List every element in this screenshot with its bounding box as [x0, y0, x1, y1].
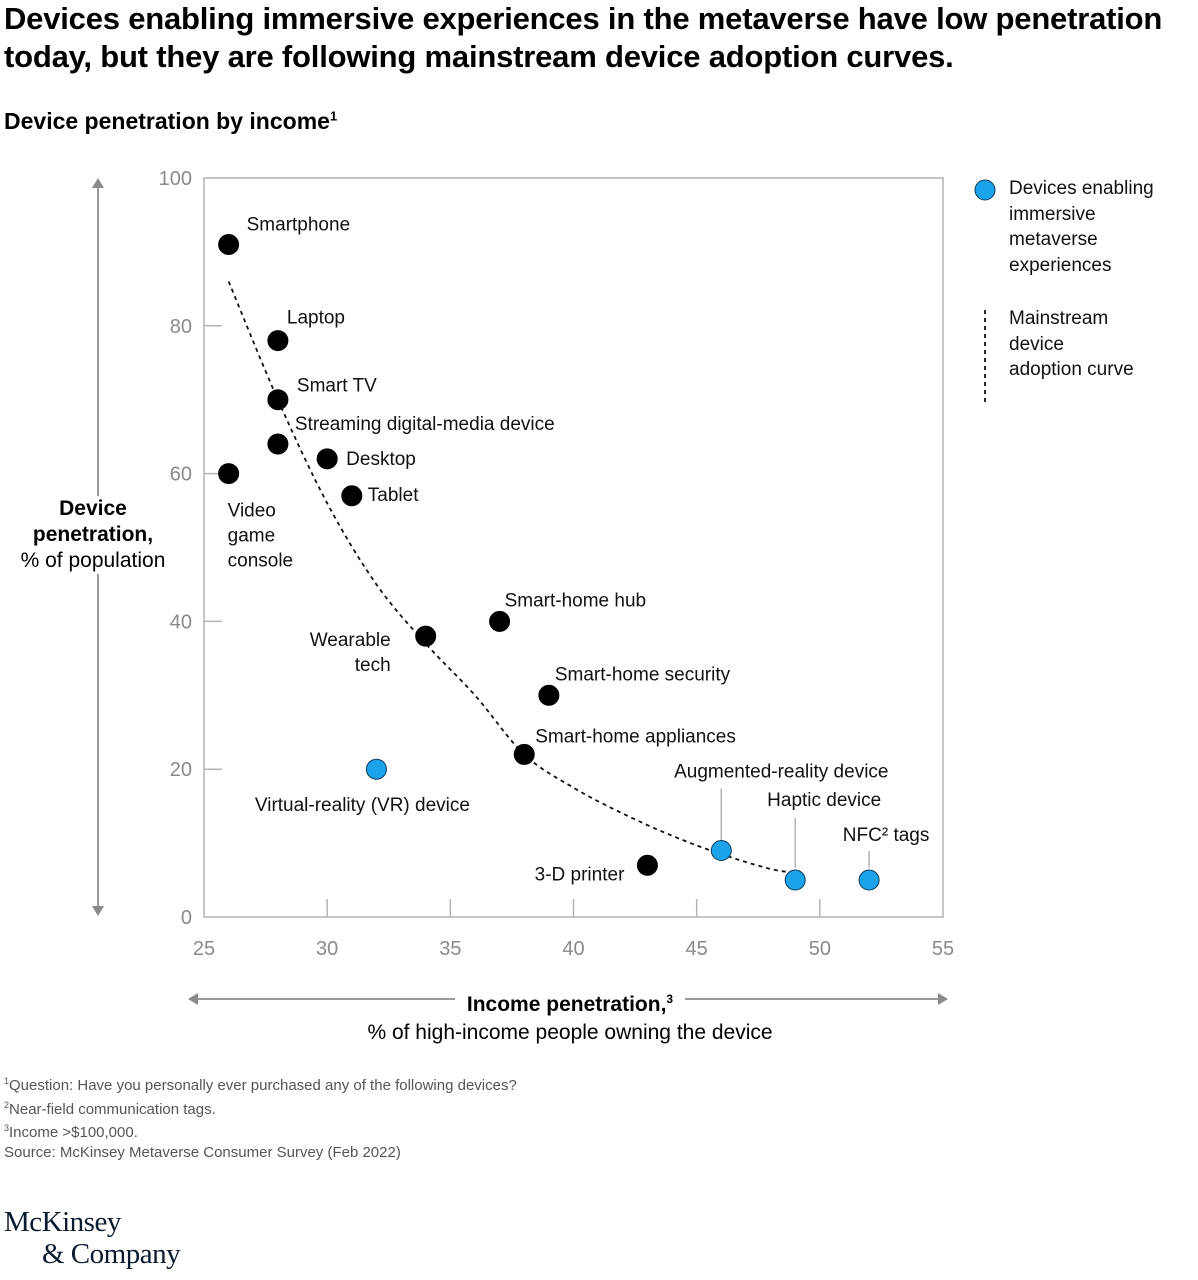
point-label: Smart-home appliances — [535, 726, 736, 747]
logo-line-2: & Company — [42, 1238, 181, 1270]
chart-title: Devices enabling immersive experiences i… — [4, 1, 1163, 74]
footnote-marker: 3 — [4, 1123, 10, 1133]
y-tick-label: 60 — [170, 464, 192, 486]
x-axis-title: Income penetration,3 % of high-income pe… — [300, 985, 840, 1047]
point-mainstream — [267, 330, 289, 352]
point-mainstream — [316, 448, 338, 470]
footnote-text: Income >$100,000. — [9, 1124, 138, 1141]
legend-curve-label: Mainstream device adoption curve — [1009, 308, 1134, 380]
point-label: console — [228, 551, 294, 572]
arrow-left-icon — [188, 993, 198, 1005]
footnote-text: Question: Have you personally ever purch… — [9, 1077, 517, 1094]
point-label: 3-D printer — [535, 864, 625, 885]
point-mainstream — [218, 463, 240, 485]
point-mainstream — [341, 485, 363, 507]
point-mainstream — [267, 433, 289, 455]
point-label: tech — [355, 655, 391, 676]
point-mainstream — [538, 684, 560, 706]
leader-lines — [720, 788, 870, 869]
point-mainstream — [267, 389, 289, 411]
adoption-curve — [227, 281, 796, 874]
logo-line-1: McKinsey — [4, 1206, 121, 1238]
subtitle-footnote-marker: 1 — [329, 108, 338, 124]
x-axis-title-unit: % of high-income people owning the devic… — [367, 1021, 773, 1044]
point-mainstream — [636, 854, 658, 876]
footnote-1: 1Question: Have you personally ever purc… — [4, 1072, 517, 1096]
x-tick-label: 35 — [439, 938, 461, 960]
arrow-right-icon — [938, 993, 948, 1005]
x-tick-label: 30 — [316, 938, 338, 960]
y-axis-title-bold: Device penetration, — [32, 497, 154, 546]
legend-marks — [974, 179, 996, 406]
point-label: Video — [228, 501, 276, 522]
point-immersive — [784, 869, 806, 891]
x-axis-footnote-marker: 3 — [666, 992, 674, 1006]
footnote-2: 2Near-field communication tags. — [4, 1096, 517, 1120]
x-tick-label: 25 — [193, 938, 215, 960]
legend-immersive-label: Devices enabling immersive metaverse exp… — [1009, 178, 1154, 276]
y-tick-label: 80 — [170, 316, 192, 338]
y-tick-label: 0 — [181, 907, 192, 929]
legend-immersive-dot-icon — [974, 179, 996, 201]
footnote-text: Near-field communication tags. — [9, 1100, 216, 1118]
point-label: Smart TV — [297, 376, 377, 397]
source-text: Source: McKinsey Metaverse Consumer Surv… — [4, 1143, 401, 1161]
y-axis-title: Device penetration, % of population — [20, 496, 166, 574]
point-label: Streaming digital-media device — [295, 414, 555, 435]
point-label: Augmented-reality device — [674, 761, 888, 782]
arrow-down-icon — [92, 906, 104, 916]
x-tick-label: 55 — [932, 938, 954, 960]
point-label: Laptop — [287, 308, 345, 329]
point-label: Virtual-reality (VR) device — [255, 795, 470, 816]
data-points — [218, 234, 880, 891]
point-mainstream — [489, 610, 511, 632]
scatter-chart: 0 20 40 60 80 100 25 30 35 40 45 50 55 Smartphone Lap… — [92, 168, 996, 1005]
mckinsey-logo: McKinsey & Company — [4, 1206, 181, 1270]
source-note: Source: McKinsey Metaverse Consumer Surv… — [4, 1143, 517, 1163]
point-mainstream — [218, 234, 240, 256]
point-label: Smartphone — [247, 215, 351, 236]
point-mainstream — [415, 625, 437, 647]
point-immersive — [710, 839, 732, 861]
point-immersive — [365, 758, 387, 780]
footnote-3: 3Income >$100,000. — [4, 1119, 517, 1143]
x-tick-label: 40 — [562, 938, 584, 960]
x-tick-label: 45 — [686, 938, 708, 960]
point-label: Desktop — [346, 449, 416, 470]
footnote-marker: 1 — [4, 1076, 10, 1086]
y-tick-label: 40 — [170, 611, 192, 633]
point-immersive — [858, 869, 880, 891]
adoption-curve-layer — [227, 281, 796, 874]
x-axis-title-bold: Income penetration, — [466, 993, 667, 1016]
point-label: Haptic device — [767, 790, 881, 811]
point-label: Tablet — [368, 485, 419, 506]
point-label: NFC² tags — [843, 825, 930, 846]
axes: 0 20 40 60 80 100 25 30 35 40 45 50 55 — [92, 168, 954, 1005]
arrow-up-icon — [92, 178, 104, 188]
point-labels: Smartphone Laptop Smart TV Streaming digita… — [228, 215, 930, 886]
point-label: game — [228, 526, 276, 547]
footnotes: 1Question: Have you personally ever purc… — [4, 1072, 517, 1162]
x-tick-label: 50 — [809, 938, 831, 960]
point-label: Wearable — [310, 630, 391, 651]
chart-subtitle: Device penetration by income1 — [4, 108, 337, 135]
y-axis-title-unit: % of population — [20, 549, 166, 572]
subtitle-text: Device penetration by income — [4, 108, 330, 134]
footnote-marker: 2 — [4, 1099, 10, 1110]
point-label: Smart-home security — [555, 664, 731, 685]
y-tick-label: 20 — [170, 759, 192, 781]
y-tick-label: 100 — [159, 168, 192, 190]
point-mainstream — [513, 743, 535, 765]
point-label: Smart-home hub — [505, 590, 647, 611]
